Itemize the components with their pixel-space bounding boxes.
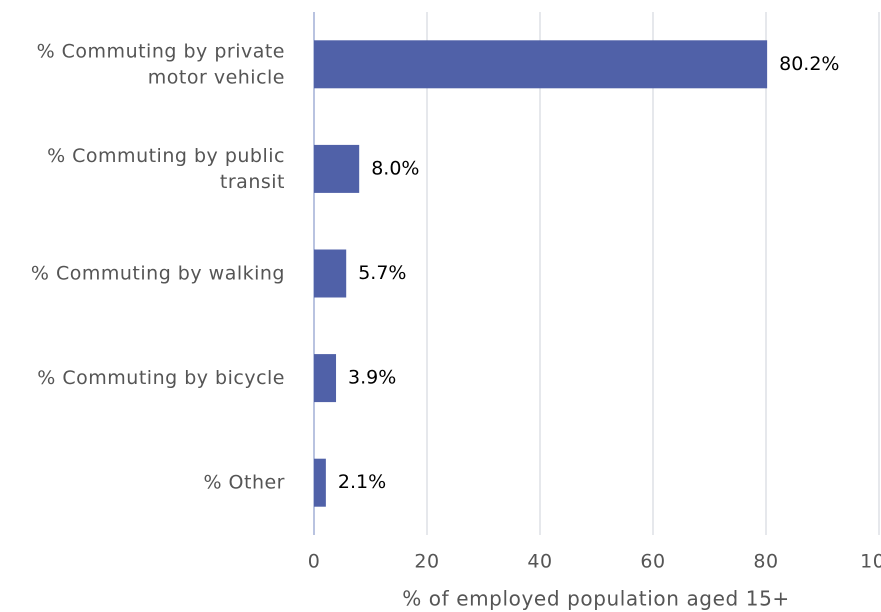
x-tick-label: 100 [860,551,881,573]
bar [314,249,347,298]
bar [314,144,360,193]
y-tick-label: % Commuting by private motor vehicle [37,40,285,88]
x-axis-label: % of employed population aged 15+ [402,587,790,611]
bar [314,458,326,507]
y-tick-label: % Other [203,471,285,493]
data-label: 8.0% [371,157,419,179]
y-tick-label: % Commuting by walking [31,262,285,284]
data-label: 3.9% [348,367,396,389]
data-label: 80.2% [779,53,839,75]
data-label: 2.1% [338,471,386,493]
x-tick-label: 60 [640,551,665,573]
y-tick-label: % Commuting by bicycle [37,367,285,389]
y-tick-label: % Commuting by public transit [47,144,285,192]
x-tick-label: 80 [753,551,778,573]
bar [314,354,337,403]
data-label: 5.7% [358,262,406,284]
bar [314,40,768,89]
x-tick-label: 0 [308,551,321,573]
x-tick-label: 20 [414,551,439,573]
x-tick-label: 40 [527,551,552,573]
